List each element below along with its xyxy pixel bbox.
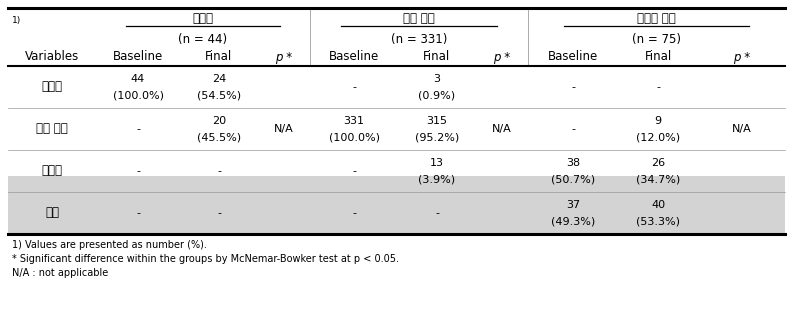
Text: (95.2%): (95.2%) (415, 132, 459, 142)
Text: (100.0%): (100.0%) (113, 90, 163, 100)
Text: Variables: Variables (25, 51, 79, 64)
Text: -: - (136, 124, 140, 134)
Text: -: - (352, 208, 356, 218)
Text: 38: 38 (566, 158, 580, 168)
Text: 저체중: 저체중 (193, 13, 213, 26)
Text: (34.7%): (34.7%) (636, 174, 680, 184)
Text: -: - (136, 208, 140, 218)
Text: 3: 3 (434, 74, 440, 84)
Text: Baseline: Baseline (113, 51, 163, 64)
Text: Baseline: Baseline (548, 51, 598, 64)
Text: -: - (656, 82, 660, 92)
Text: (54.5%): (54.5%) (197, 90, 241, 100)
Text: 과체중 이상: 과체중 이상 (637, 13, 676, 26)
Text: N/A : not applicable: N/A : not applicable (12, 268, 109, 278)
Text: * Significant difference within the groups by McNemar-Bowker test at p < 0.05.: * Significant difference within the grou… (12, 254, 399, 264)
Text: -: - (435, 208, 439, 218)
Text: Final: Final (423, 51, 450, 64)
Text: 비만: 비만 (45, 206, 59, 219)
Text: 13: 13 (430, 158, 444, 168)
Text: (100.0%): (100.0%) (328, 132, 380, 142)
Text: 저체중: 저체중 (41, 80, 63, 94)
Text: p *: p * (733, 51, 750, 64)
Text: -: - (352, 82, 356, 92)
Text: (50.7%): (50.7%) (551, 174, 595, 184)
Text: -: - (352, 166, 356, 176)
Bar (8, 176, 785, 234)
Text: 44: 44 (131, 74, 145, 84)
Text: 정상 체중: 정상 체중 (403, 13, 435, 26)
Text: 1) Values are presented as number (%).: 1) Values are presented as number (%). (12, 240, 207, 250)
Text: 40: 40 (651, 200, 665, 210)
Text: N/A: N/A (732, 124, 752, 134)
Text: (n = 75): (n = 75) (632, 32, 681, 45)
Text: 20: 20 (212, 116, 226, 126)
Text: 26: 26 (651, 158, 665, 168)
Text: (0.9%): (0.9%) (419, 90, 455, 100)
Text: (n = 331): (n = 331) (391, 32, 447, 45)
Text: 과체중: 과체중 (41, 165, 63, 178)
Text: p *: p * (493, 51, 511, 64)
Text: 9: 9 (654, 116, 661, 126)
Text: 331: 331 (343, 116, 365, 126)
Text: -: - (217, 166, 221, 176)
Text: (n = 44): (n = 44) (178, 32, 228, 45)
Text: (53.3%): (53.3%) (636, 216, 680, 226)
Text: -: - (136, 166, 140, 176)
Text: 1): 1) (12, 16, 21, 25)
Text: 24: 24 (212, 74, 226, 84)
Text: -: - (571, 124, 575, 134)
Text: 37: 37 (566, 200, 580, 210)
Text: Final: Final (645, 51, 672, 64)
Text: 315: 315 (427, 116, 447, 126)
Text: 정상 체중: 정상 체중 (36, 122, 68, 135)
Text: p *: p * (275, 51, 293, 64)
Text: (3.9%): (3.9%) (419, 174, 455, 184)
Text: Final: Final (205, 51, 232, 64)
Text: (49.3%): (49.3%) (551, 216, 595, 226)
Text: -: - (217, 208, 221, 218)
Text: -: - (571, 82, 575, 92)
Text: (45.5%): (45.5%) (197, 132, 241, 142)
Text: (12.0%): (12.0%) (636, 132, 680, 142)
Text: Baseline: Baseline (329, 51, 379, 64)
Text: N/A: N/A (274, 124, 294, 134)
Text: N/A: N/A (492, 124, 511, 134)
